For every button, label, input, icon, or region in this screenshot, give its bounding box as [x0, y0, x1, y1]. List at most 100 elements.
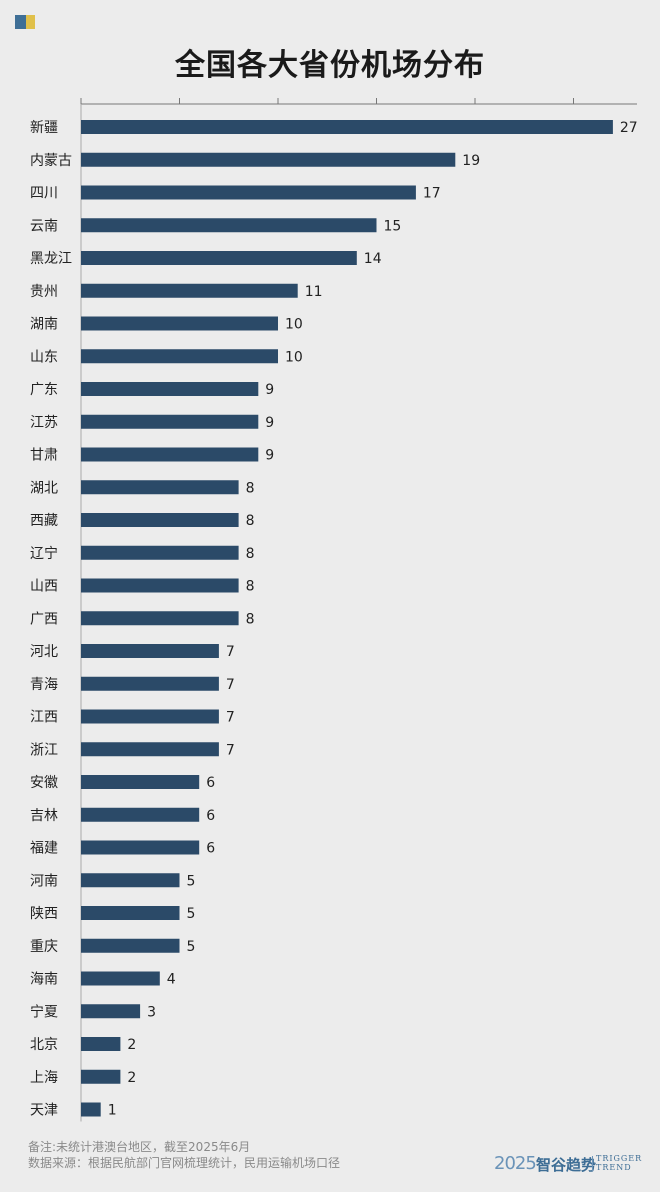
bar [81, 742, 219, 757]
category-label: 广东 [30, 382, 58, 398]
bar [81, 349, 278, 364]
data-label: 8 [246, 611, 255, 627]
bar [81, 611, 239, 626]
category-label: 福建 [30, 841, 58, 857]
bar [81, 120, 613, 134]
bar [81, 447, 259, 462]
bar [81, 1004, 141, 1019]
bar [81, 152, 456, 167]
bar [81, 578, 239, 593]
bar [81, 283, 298, 298]
category-label: 辽宁 [30, 545, 58, 562]
data-label: 9 [265, 415, 274, 431]
category-label: 山西 [30, 579, 58, 595]
category-label: 山东 [30, 349, 58, 365]
bar [81, 807, 200, 822]
brand-logo: 2025 智谷趋势 TRIGGER TREND [494, 1153, 644, 1177]
data-label: 7 [226, 677, 235, 693]
category-label: 内蒙古 [30, 153, 72, 169]
category-label: 陕西 [30, 906, 58, 922]
category-label: 上海 [30, 1070, 58, 1086]
corner-mark-yellow [26, 15, 35, 29]
data-label: 6 [206, 808, 215, 824]
category-label: 宁夏 [30, 1003, 58, 1020]
category-label: 河北 [30, 644, 58, 660]
bar [81, 513, 239, 527]
category-label: 北京 [30, 1037, 58, 1053]
category-label: 天津 [30, 1103, 58, 1119]
category-label: 黑龙江 [30, 251, 72, 267]
data-label: 27 [620, 120, 638, 136]
data-label: 11 [305, 284, 323, 300]
bar [81, 382, 259, 396]
data-label: 9 [265, 382, 274, 398]
category-label: 西藏 [30, 513, 58, 529]
data-label: 8 [246, 513, 255, 529]
data-label: 14 [364, 251, 382, 267]
bar [81, 480, 239, 495]
category-label: 广西 [30, 611, 58, 627]
data-label: 4 [167, 972, 176, 988]
data-label: 2 [127, 1070, 136, 1086]
bar [81, 185, 416, 200]
brand-name-cn: 智谷趋势 [536, 1156, 597, 1174]
category-label: 安徽 [30, 775, 58, 791]
data-label: 7 [226, 742, 235, 758]
data-label: 1 [108, 1103, 117, 1119]
category-label: 四川 [30, 186, 58, 202]
data-label: 8 [246, 579, 255, 595]
bar [81, 938, 180, 953]
data-label: 9 [265, 448, 274, 464]
bar [81, 676, 219, 691]
category-label: 河南 [30, 873, 58, 889]
bar [81, 644, 219, 658]
category-label: 青海 [30, 677, 58, 693]
bar [81, 218, 377, 233]
data-label: 19 [462, 153, 480, 169]
corner-logo-mark [15, 15, 35, 29]
category-label: 甘肃 [30, 448, 58, 464]
bar [81, 1037, 121, 1051]
data-label: 8 [246, 480, 255, 496]
category-label: 湖北 [30, 480, 58, 496]
data-label: 6 [206, 775, 215, 791]
bar [81, 414, 259, 429]
data-label: 2 [127, 1037, 136, 1053]
bar [81, 775, 200, 789]
category-label: 吉林 [30, 808, 58, 824]
data-label: 7 [226, 644, 235, 660]
category-label: 江苏 [30, 415, 58, 431]
data-source: 数据来源：根据民航部门官网梳理统计，民用运输机场口径 [28, 1156, 341, 1170]
data-label: 7 [226, 710, 235, 726]
bar [81, 1102, 101, 1117]
category-label: 云南 [30, 218, 58, 234]
footnote: 备注:未统计港澳台地区，截至2025年6月 [28, 1140, 251, 1154]
category-label: 重庆 [30, 939, 58, 955]
data-label: 10 [285, 317, 303, 333]
data-label: 5 [187, 906, 196, 922]
brand-name-en-line2: TREND [596, 1163, 632, 1172]
bar [81, 316, 278, 331]
bar [81, 545, 239, 560]
category-label: 湖南 [30, 317, 58, 333]
brand-name-en-line1: TRIGGER [596, 1154, 643, 1163]
data-label: 5 [187, 939, 196, 955]
data-label: 5 [187, 873, 196, 889]
bar [81, 906, 180, 920]
corner-mark-blue [15, 15, 26, 29]
brand-separator [592, 1156, 593, 1171]
bar [81, 251, 357, 265]
data-label: 8 [246, 546, 255, 562]
brand-name-en: TRIGGER TREND [596, 1154, 642, 1172]
page-title: 全国各大省份机场分布 [175, 48, 485, 83]
category-label: 贵州 [30, 284, 58, 300]
bar [81, 873, 180, 888]
brand-year: 2025 [494, 1153, 537, 1174]
category-label: 江西 [30, 710, 58, 726]
bar [81, 709, 219, 724]
data-label: 15 [384, 218, 402, 234]
bar [81, 971, 160, 986]
data-label: 17 [423, 186, 441, 202]
data-label: 3 [147, 1004, 156, 1020]
